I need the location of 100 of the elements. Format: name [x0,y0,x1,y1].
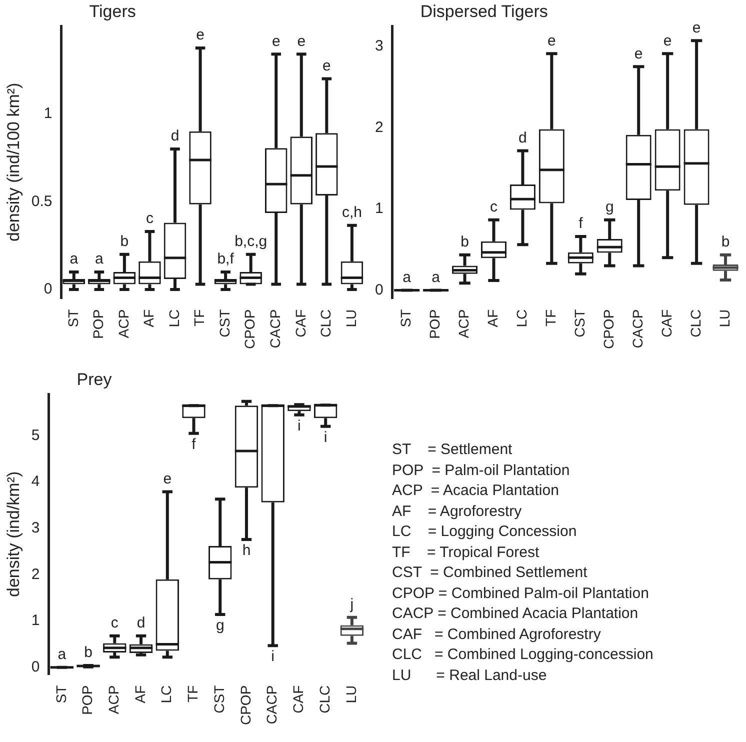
y-tick-label: 2 [31,566,40,583]
y-axis-title: density (ind/100 km²) [4,82,23,242]
y-tick-label: 0.5 [31,192,52,210]
chart-title: Prey [76,370,112,390]
x-tick-label: CPOP [242,309,258,350]
annotation: b [721,233,730,250]
text: ST = Settlement [392,440,514,460]
x-tick-label: LU [716,309,732,328]
y-tick-label: 1 [375,200,384,218]
text: CAF = Combined Agroforestry [392,624,602,644]
chart-title: Dispersed Tigers [420,2,548,22]
annotation: e [548,32,556,50]
annotation: e [663,32,672,50]
x-tick-label: TF [191,309,208,326]
annotation: e [297,32,306,50]
chart-title: Tigers [89,2,136,22]
annotation: a [402,268,412,286]
annotation: g [216,617,224,634]
y-tick-label: 2 [375,118,384,136]
x-tick-label: CLC [687,309,704,338]
annotation: i [298,417,301,434]
y-tick-label: 5 [31,426,40,444]
x-tick-label: ACP [106,685,122,714]
x-tick-label: CLC [316,685,332,714]
y-tick-label: 1 [31,612,40,630]
text: CPOP = Combined Palm-oil Plantation [392,584,650,604]
x-tick-label: AF [484,309,501,328]
x-tick-label: POP [426,309,443,339]
x-tick-label: ST [52,684,69,704]
annotation: d [136,614,146,632]
x-tick-label: POP [79,685,96,715]
y-tick-label: 1 [44,104,52,122]
x-tick-label: LU [342,685,359,704]
text: ACP = Acacia Plantation [392,481,560,501]
annotation: b [460,233,469,250]
annotation: f [578,215,584,232]
annotation: c [110,614,119,632]
annotation: e [272,32,280,50]
annotation: d [170,128,180,145]
x-tick-label: TF [542,309,559,326]
y-tick-label: 0 [44,280,52,298]
annotation: c [146,210,154,228]
x-tick-label: ST [64,308,81,328]
x-tick-label: POP [90,309,106,339]
annotation: a [94,250,104,268]
x-tick-label: CAF [290,685,306,714]
text: CST = Combined Settlement [392,563,588,583]
annotation: a [58,646,67,664]
annotation: c [490,198,498,216]
annotation: a [70,250,79,268]
annotation: i [271,648,275,666]
text: POP = Palm-oil Plantation [392,460,571,480]
annotation: e [634,45,643,62]
x-tick-label: LC [166,309,182,328]
x-tick-label: AF [132,685,148,704]
annotation: d [518,129,527,146]
x-tick-label: ACP [456,309,472,338]
x-tick-label: LU [342,309,359,328]
x-tick-label: CAF [658,309,674,338]
annotation: e [322,57,331,74]
annotation: c,h [342,204,362,222]
annotation: e [196,26,204,44]
x-tick-label: CAF [292,309,308,338]
x-tick-label: CACP [266,309,283,348]
text: AF = Agroforestry [392,502,523,522]
text: CACP = Combined Acacia Plantation [392,604,640,624]
x-tick-label: CACP [264,685,280,724]
y-axis-title: density (ind/km²) [4,471,23,597]
x-tick-label: CPOP [237,685,254,726]
annotation: b [120,233,129,250]
x-tick-label: CPOP [600,309,616,350]
x-tick-label: ST [398,308,414,328]
y-tick-label: 0 [375,281,384,298]
x-tick-label: TF [184,685,201,702]
y-tick-label: 4 [31,473,40,490]
text: TF = Tropical Forest [392,542,540,562]
x-tick-label: ACP [115,309,132,338]
y-tick-label: 3 [31,520,40,537]
annotation: b,c,g [234,233,268,250]
annotation: i [324,429,328,446]
text: LU = Real Land-use [392,666,548,686]
annotation: e [163,470,172,488]
text: LC = Logging Concession [392,522,578,542]
annotation: b [84,644,92,662]
x-tick-label: CST [216,308,232,338]
x-tick-label: LC [514,309,530,328]
annotation: h [242,542,251,560]
y-tick-label: 0 [31,658,40,676]
x-tick-label: LC [158,685,174,704]
x-tick-label: CACP [629,309,646,348]
x-tick-label: CLC [318,309,334,338]
x-tick-label: CST [210,684,227,714]
annotation: f [192,436,197,454]
annotation: a [432,268,441,286]
text: CLC = Combined Logging-concession [392,645,654,665]
x-tick-label: AF [140,309,157,328]
annotation: g [605,198,614,216]
y-tick-label: 3 [375,37,384,54]
annotation: j [349,596,354,613]
x-tick-label: CST [572,308,588,338]
